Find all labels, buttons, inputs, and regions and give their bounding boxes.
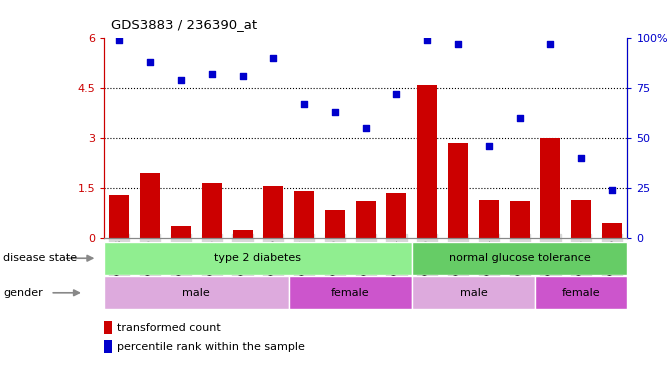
Bar — [602, 223, 622, 238]
Bar — [233, 230, 252, 238]
Bar — [140, 173, 160, 238]
Bar — [540, 138, 560, 238]
Point — [176, 77, 187, 83]
Point — [268, 55, 278, 61]
Bar — [202, 183, 221, 238]
Point — [484, 143, 495, 149]
Point — [453, 41, 464, 48]
Point — [299, 101, 309, 108]
Bar — [479, 200, 499, 238]
Point — [145, 59, 156, 65]
Text: percentile rank within the sample: percentile rank within the sample — [117, 342, 305, 352]
Bar — [417, 85, 437, 238]
Text: female: female — [562, 288, 601, 298]
Point — [360, 125, 371, 131]
Bar — [412, 276, 535, 309]
Bar — [386, 193, 407, 238]
Point — [514, 115, 525, 121]
Text: male: male — [183, 288, 210, 298]
Bar — [104, 242, 412, 275]
Bar — [104, 321, 113, 334]
Point — [114, 37, 125, 43]
Bar — [171, 227, 191, 238]
Point — [207, 71, 217, 78]
Bar — [510, 202, 529, 238]
Text: normal glucose tolerance: normal glucose tolerance — [449, 253, 590, 263]
Point — [422, 37, 433, 43]
Point — [391, 91, 402, 98]
Bar — [448, 143, 468, 238]
Text: disease state: disease state — [3, 253, 77, 263]
Bar — [104, 276, 289, 309]
Bar — [571, 200, 591, 238]
Bar — [104, 340, 113, 353]
Point — [576, 155, 586, 161]
Bar — [535, 276, 627, 309]
Text: female: female — [331, 288, 370, 298]
Point — [607, 187, 617, 193]
Bar — [109, 195, 130, 238]
Bar — [263, 187, 283, 238]
Bar — [289, 276, 412, 309]
Text: gender: gender — [3, 288, 43, 298]
Bar — [325, 210, 345, 238]
Text: type 2 diabetes: type 2 diabetes — [215, 253, 301, 263]
Text: transformed count: transformed count — [117, 323, 221, 333]
Text: GDS3883 / 236390_at: GDS3883 / 236390_at — [111, 18, 257, 31]
Point — [329, 109, 340, 115]
Point — [237, 73, 248, 79]
Bar — [294, 192, 314, 238]
Bar — [356, 202, 376, 238]
Text: male: male — [460, 288, 487, 298]
Point — [545, 41, 556, 48]
Bar — [412, 242, 627, 275]
